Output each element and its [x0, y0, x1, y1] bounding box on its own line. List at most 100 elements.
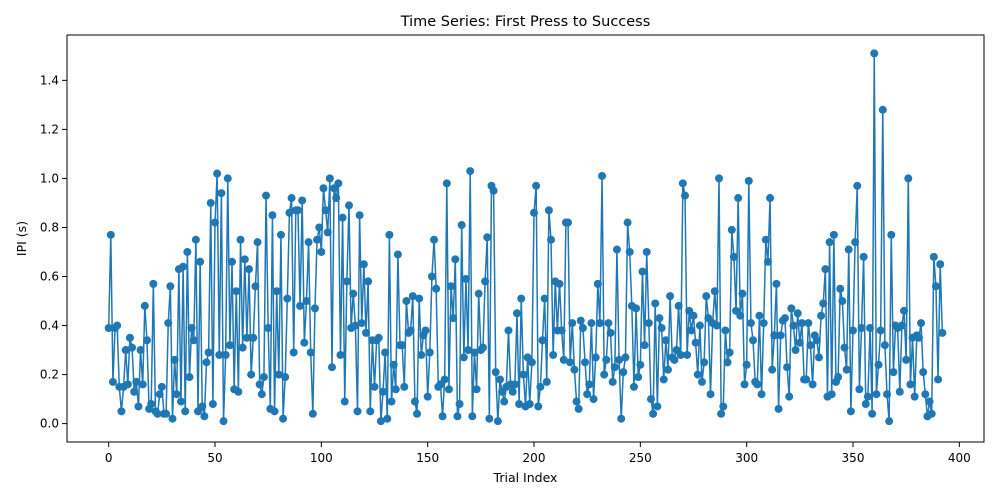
- data-point: [681, 191, 689, 200]
- data-point: [142, 336, 151, 345]
- chart-title: Time Series: First Press to Success: [400, 14, 651, 30]
- data-point: [223, 174, 232, 183]
- data-point: [689, 311, 698, 320]
- data-point: [617, 414, 626, 423]
- data-point: [578, 323, 587, 332]
- data-point: [285, 208, 294, 217]
- data-point: [268, 211, 277, 220]
- data-point: [276, 230, 285, 239]
- data-point: [440, 375, 449, 384]
- data-point: [176, 397, 185, 406]
- data-point: [666, 292, 675, 301]
- data-point: [921, 390, 930, 399]
- data-point: [425, 348, 434, 357]
- data-point: [844, 245, 853, 254]
- data-point: [674, 301, 683, 310]
- data-point: [700, 358, 709, 367]
- data-point: [593, 279, 602, 288]
- data-point: [721, 326, 730, 335]
- data-point: [755, 311, 764, 320]
- data-point: [817, 311, 826, 320]
- data-point: [874, 360, 883, 369]
- data-point: [861, 400, 870, 408]
- data-point: [761, 235, 770, 244]
- data-point: [332, 194, 341, 203]
- data-point: [736, 311, 745, 320]
- data-point: [797, 319, 806, 328]
- data-point: [338, 213, 347, 222]
- data-point: [483, 233, 492, 242]
- data-point: [293, 206, 302, 215]
- data-point: [544, 206, 553, 215]
- data-point: [217, 189, 226, 198]
- data-point: [661, 336, 670, 345]
- data-point: [770, 331, 779, 340]
- data-point: [895, 387, 904, 396]
- data-point: [432, 284, 441, 293]
- data-point: [427, 272, 436, 281]
- data-point: [602, 355, 611, 364]
- data-point: [691, 338, 700, 347]
- data-point: [510, 380, 519, 389]
- data-point: [508, 387, 517, 396]
- data-point: [538, 336, 547, 345]
- data-point: [215, 350, 224, 359]
- data-point: [855, 385, 864, 394]
- data-point: [589, 395, 598, 404]
- data-point: [238, 343, 247, 352]
- data-point: [734, 194, 743, 203]
- data-point: [595, 319, 604, 328]
- data-point: [359, 260, 368, 269]
- data-point: [570, 365, 579, 374]
- data-point: [287, 194, 296, 203]
- data-point: [461, 274, 470, 283]
- data-point: [766, 194, 775, 203]
- data-point: [387, 397, 396, 406]
- data-point: [504, 326, 513, 335]
- data-point: [413, 409, 422, 418]
- data-point: [140, 301, 149, 310]
- data-point: [842, 365, 851, 374]
- data-point: [187, 323, 196, 332]
- data-point: [162, 409, 171, 418]
- data-point: [257, 390, 266, 399]
- data-point: [470, 348, 479, 357]
- data-point: [202, 358, 211, 367]
- data-point: [455, 400, 464, 408]
- data-point: [181, 407, 190, 416]
- data-point: [485, 414, 494, 423]
- data-point: [857, 323, 866, 332]
- data-point: [812, 336, 821, 345]
- data-point: [155, 390, 164, 399]
- data-point: [468, 412, 477, 421]
- data-point: [670, 355, 679, 364]
- data-point: [853, 181, 862, 190]
- data-point: [625, 247, 634, 256]
- data-point: [819, 299, 828, 308]
- data-point: [125, 333, 134, 342]
- data-point: [289, 348, 298, 357]
- data-point: [362, 328, 370, 337]
- x-tick-label: 50: [207, 451, 222, 465]
- data-point: [753, 380, 762, 389]
- data-point: [785, 392, 794, 401]
- data-point: [191, 235, 200, 244]
- data-point: [491, 368, 500, 377]
- data-point: [759, 319, 768, 328]
- data-point: [206, 198, 215, 207]
- data-point: [876, 326, 885, 335]
- data-point: [549, 350, 558, 359]
- data-point: [651, 299, 660, 308]
- data-point: [489, 186, 498, 195]
- data-point: [642, 247, 651, 256]
- data-point: [300, 338, 309, 347]
- data-point: [604, 319, 613, 328]
- data-point: [902, 355, 911, 364]
- data-point: [423, 392, 432, 401]
- data-point: [183, 247, 192, 256]
- data-point: [251, 282, 260, 291]
- data-point: [232, 287, 241, 296]
- data-point: [534, 402, 543, 411]
- data-point: [527, 358, 536, 367]
- y-tick-label: 0.8: [40, 220, 59, 234]
